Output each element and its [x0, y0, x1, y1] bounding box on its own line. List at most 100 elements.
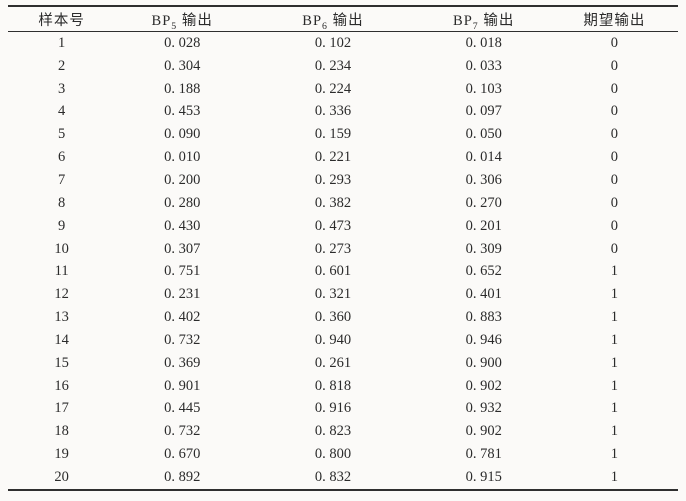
table-row: 12 0. 231 0. 321 0. 401 1 [8, 283, 678, 306]
value-cell: 1 [610, 263, 618, 280]
value-cell: 0 [610, 194, 618, 211]
value-cell: 0. 033 [465, 57, 502, 74]
value-cell: 0 [610, 240, 618, 257]
header-label-rest: 输出 [327, 12, 364, 29]
sample-number-cell: 11 [54, 263, 69, 280]
value-cell: 0. 401 [465, 286, 502, 303]
table-body: 1 0. 028 0. 102 0. 018 0 2 0. 304 0. 234 0. 033 0… [8, 32, 678, 490]
table-row: 4 0. 453 0. 336 0. 097 0 [8, 101, 678, 124]
sample-number-cell: 12 [54, 286, 69, 303]
value-cell: 0. 453 [164, 103, 201, 120]
value-cell: 0 [610, 80, 618, 97]
header-label: 期望输出 [583, 12, 646, 29]
table-row: 11 0. 751 0. 601 0. 652 1 [8, 260, 678, 283]
value-cell: 1 [610, 423, 618, 440]
value-cell: 0. 892 [164, 468, 201, 485]
table-row: 14 0. 732 0. 940 0. 946 1 [8, 329, 678, 352]
value-cell: 0. 360 [314, 309, 352, 326]
value-cell: 0. 670 [164, 446, 201, 463]
table-header: 样本号 BP5 输出 BP6 输出 BP7 输出 期望输出 [8, 6, 678, 32]
header-label: BP [302, 12, 323, 29]
value-cell: 0 [610, 171, 618, 188]
value-cell: 0. 473 [314, 217, 352, 234]
value-cell: 0. 200 [164, 171, 201, 188]
value-cell: 0. 234 [314, 57, 352, 74]
table-row: 16 0. 901 0. 818 0. 902 1 [8, 375, 678, 398]
value-cell: 1 [610, 468, 618, 485]
table-row: 5 0. 090 0. 159 0. 050 0 [8, 123, 678, 146]
sample-number-cell: 1 [57, 34, 66, 51]
value-cell: 0. 224 [314, 80, 352, 97]
table-row: 1 0. 028 0. 102 0. 018 0 [8, 32, 678, 55]
table-row: 17 0. 445 0. 916 0. 932 1 [8, 398, 678, 421]
header-label: 样本号 [38, 12, 85, 29]
table-row: 3 0. 188 0. 224 0. 103 0 [8, 78, 678, 101]
value-cell: 0. 159 [314, 126, 352, 143]
sample-number-cell: 4 [57, 103, 66, 120]
value-cell: 0. 307 [164, 240, 201, 257]
value-cell: 1 [610, 446, 618, 463]
value-cell: 0. 382 [314, 194, 352, 211]
sample-number-cell: 5 [57, 126, 66, 143]
value-cell: 0. 946 [465, 331, 502, 348]
header-bp7-output: BP7 输出 [416, 6, 551, 32]
value-cell: 1 [610, 377, 618, 394]
table-row: 20 0. 892 0. 832 0. 915 1 [8, 466, 678, 490]
table-row: 7 0. 200 0. 293 0. 306 0 [8, 169, 678, 192]
value-cell: 0. 306 [465, 171, 502, 188]
value-cell: 0. 902 [465, 377, 502, 394]
table-row: 19 0. 670 0. 800 0. 781 1 [8, 443, 678, 466]
value-cell: 0 [610, 57, 618, 74]
table-row: 8 0. 280 0. 382 0. 270 0 [8, 192, 678, 215]
value-cell: 0. 652 [465, 263, 502, 280]
header-label: BP [453, 12, 473, 29]
sample-number-cell: 14 [54, 331, 69, 348]
table-row: 10 0. 307 0. 273 0. 309 0 [8, 238, 678, 261]
value-cell: 0 [610, 149, 618, 166]
sample-number-cell: 19 [54, 446, 69, 463]
sample-number-cell: 16 [54, 377, 69, 394]
sample-number-cell: 13 [54, 309, 69, 326]
value-cell: 0. 201 [465, 217, 502, 234]
value-cell: 0. 932 [465, 400, 502, 417]
value-cell: 0. 270 [465, 194, 502, 211]
sample-number-cell: 6 [57, 149, 66, 166]
value-cell: 0. 915 [465, 468, 502, 485]
sample-number-cell: 15 [54, 354, 69, 371]
value-cell: 0. 732 [164, 423, 201, 440]
header-label-rest: 输出 [478, 12, 515, 29]
sample-number-cell: 9 [57, 217, 66, 234]
header-expected-output: 期望输出 [550, 6, 678, 32]
header-row: 样本号 BP5 输出 BP6 输出 BP7 输出 期望输出 [8, 6, 678, 32]
header-label-rest: 输出 [177, 12, 213, 29]
value-cell: 0. 231 [164, 286, 201, 303]
sample-number-cell: 18 [54, 423, 69, 440]
bp-output-table: 样本号 BP5 输出 BP6 输出 BP7 输出 期望输出 1 0. 028 0. … [8, 5, 678, 491]
value-cell: 0. 601 [314, 263, 352, 280]
value-cell: 0. 402 [164, 309, 201, 326]
value-cell: 0. 103 [465, 80, 502, 97]
sample-number-cell: 3 [57, 80, 66, 97]
value-cell: 0. 304 [164, 57, 201, 74]
value-cell: 0. 050 [465, 126, 502, 143]
value-cell: 0. 018 [465, 34, 502, 51]
value-cell: 0. 900 [465, 354, 502, 371]
sample-number-cell: 17 [54, 400, 69, 417]
value-cell: 0. 445 [164, 400, 201, 417]
value-cell: 0. 090 [164, 126, 201, 143]
table-row: 9 0. 430 0. 473 0. 201 0 [8, 215, 678, 238]
header-label: BP [151, 12, 172, 29]
value-cell: 0. 028 [164, 34, 201, 51]
value-cell: 0. 751 [164, 263, 201, 280]
value-cell: 0. 261 [314, 354, 352, 371]
sample-number-cell: 7 [57, 171, 66, 188]
value-cell: 1 [610, 286, 618, 303]
header-subscript: 7 [472, 20, 479, 32]
table-row: 13 0. 402 0. 360 0. 883 1 [8, 306, 678, 329]
sample-number-cell: 8 [57, 194, 66, 211]
value-cell: 0. 883 [465, 309, 502, 326]
table-row: 6 0. 010 0. 221 0. 014 0 [8, 146, 678, 169]
value-cell: 0. 800 [314, 446, 352, 463]
table-row: 15 0. 369 0. 261 0. 900 1 [8, 352, 678, 375]
